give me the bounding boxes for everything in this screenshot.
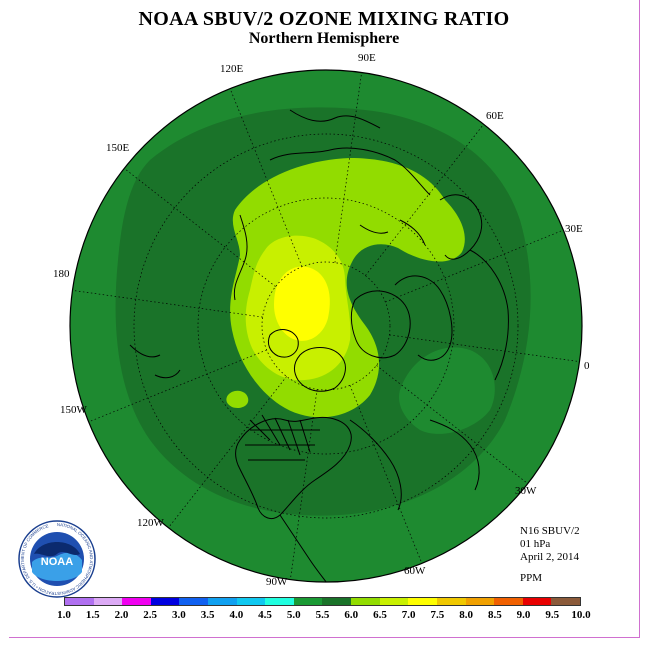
colorbar-swatch [179,598,209,605]
graticule [72,72,580,580]
colorbar-tick-label: 9.5 [545,609,560,621]
hemisphere-boundary [69,69,583,583]
lon-label-120e: 120E [220,63,244,75]
colorbar-swatch [150,598,180,605]
colorbar-swatch [465,598,495,605]
colorbar-tick-label: 3.0 [172,609,186,621]
ozone-band-7-7-5 [274,266,330,341]
colorbar-tick-label: 3.5 [200,609,215,621]
meridian-line [349,385,423,564]
colorbar-tick-label: 6.0 [344,609,359,621]
colorbar-swatch [436,598,466,605]
dataset-info: N16 SBUV/2 01 hPa April 2, 2014 PPM [520,525,580,585]
colorbar-tick-label: 7.0 [401,609,416,621]
colorbar-swatch [293,598,323,605]
colorbar-tick-label: 6.5 [373,609,387,621]
map-subtitle: Northern Hemisphere [248,30,400,47]
colorbar-ticks: 1.0 1.5 2.0 2.5 3.0 3.5 4.0 4.5 5.0 5.5 6.0 6.5 7.0 7… [0,609,648,623]
colorbar-swatch [379,598,409,605]
map-title: NOAA SBUV/2 OZONE MIXING RATIO [138,8,510,30]
lon-label-60w: 60W [404,565,426,577]
lon-label-30w: 30W [515,485,537,497]
noaa-logo: NOAA NATIONAL OCEANIC AND ATMOSPHERIC AD… [18,520,96,598]
colorbar-swatch [351,598,380,605]
lon-label-90e: 90E [358,52,376,64]
colorbar-tick-label: 7.5 [430,609,445,621]
colorbar-tick-label: 5.5 [315,609,330,621]
noaa-logo-text: NOAA [41,556,73,568]
lon-label-90w: 90W [266,576,288,588]
colorbar-swatch [522,598,552,605]
meridian-line [389,334,580,362]
lon-label-30e: 30E [565,223,583,235]
lon-label-0: 0 [584,360,590,372]
meridian-line [385,229,564,303]
lon-label-60e: 60E [486,110,504,122]
colorbar-swatch [208,598,237,605]
instrument-label: N16 SBUV/2 [520,525,580,537]
ozone-band-5-5-6-inner-island [399,347,495,434]
colorbar [64,597,581,606]
meridian-line [88,349,267,423]
colorbar-swatch [408,598,437,605]
colorbar-tick-label: 8.5 [487,609,502,621]
meridian-line [365,124,484,276]
colorbar-tick-label: 1.5 [85,609,100,621]
colorbar-swatch [265,598,294,605]
lon-label-120w: 120W [137,517,164,529]
date-label: April 2, 2014 [520,551,579,563]
colorbar-swatch [93,598,123,605]
colorbar-swatch [65,598,94,605]
figure-frame [9,0,640,638]
colorbar-swatch [494,598,523,605]
colorbar-tick-label: 2.0 [114,609,129,621]
meridian-line [376,365,528,484]
lon-label-180: 180 [53,268,70,280]
meridian-line [290,389,318,580]
pressure-level-label: 01 hPa [520,538,551,550]
colorbar-tick-label: 10.0 [571,609,591,621]
lon-label-150e: 150E [106,142,130,154]
colorbar-tick-label: 5.0 [286,609,301,621]
colorbar-tick-label: 9.0 [516,609,531,621]
meridian-line [168,376,287,528]
colorbar-swatch [236,598,266,605]
ozone-band-6-6-5-patch [226,390,249,408]
colorbar-tick-label: 1.0 [57,609,71,621]
colorbar-tick-label: 4.0 [229,609,244,621]
lon-label-150w: 150W [60,404,87,416]
meridian-line [72,290,263,318]
colorbar-swatch [122,598,151,605]
meridian-line [334,72,362,263]
coastlines [129,109,509,582]
colorbar-swatch [551,598,580,605]
colorbar-swatch [322,598,352,605]
meridian-line [229,88,303,267]
colorbar-tick-label: 4.5 [258,609,272,621]
units-label: PPM [520,572,543,584]
colorbar-tick-label: 8.0 [459,609,473,621]
colorbar-tick-label: 2.5 [143,609,158,621]
meridian-line [124,168,276,287]
